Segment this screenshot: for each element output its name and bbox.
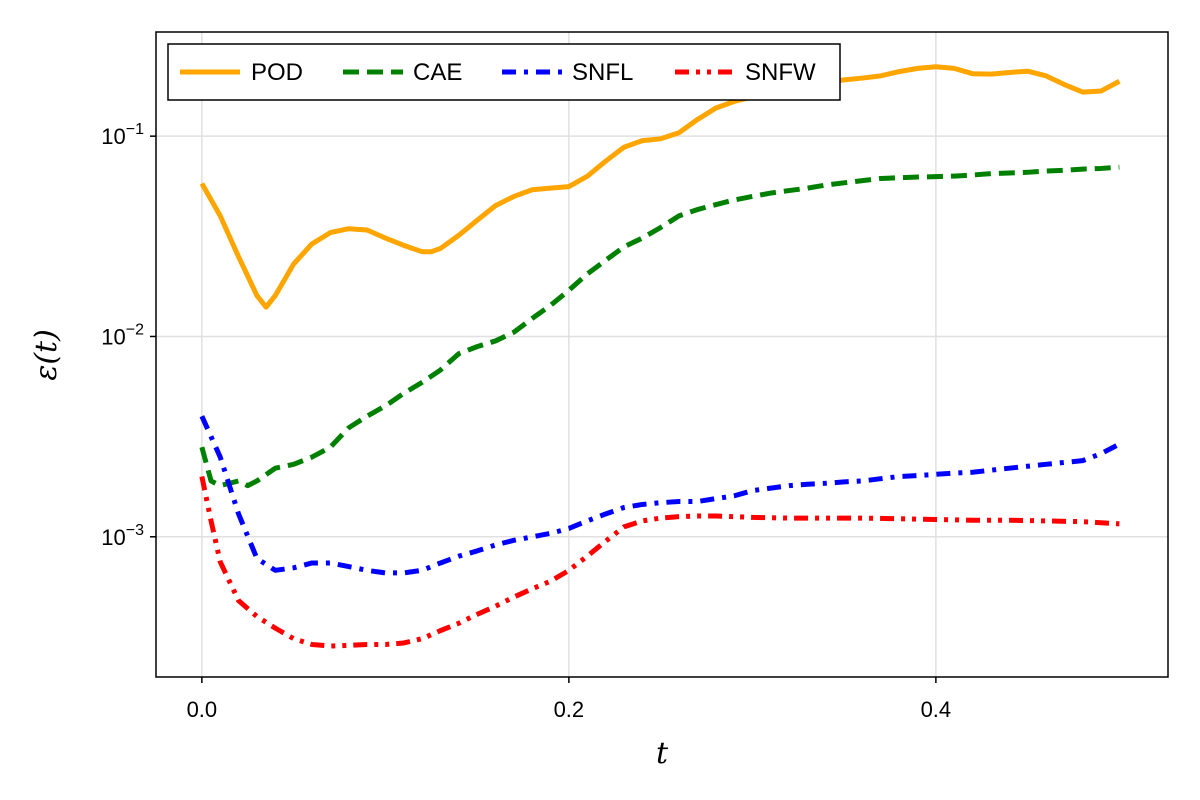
series-line-pod xyxy=(199,64,1121,310)
series-line-cae xyxy=(199,164,1120,489)
x-tick-label: 0.2 xyxy=(554,697,585,722)
y-tick-label: 10−2 xyxy=(101,321,144,349)
x-tick-label: 0.0 xyxy=(187,697,218,722)
series-layer xyxy=(199,64,1121,649)
y-axis-label: ε(t) xyxy=(29,329,64,381)
legend-label-cae: CAE xyxy=(413,59,462,86)
y-axis-ticks: 10−3 10−2 10−1 xyxy=(101,121,156,550)
x-tick-label: 0.4 xyxy=(921,697,952,722)
plot-frame xyxy=(155,31,1169,678)
y-tick-label: 10−1 xyxy=(101,121,144,149)
gridlines xyxy=(156,32,1168,677)
y-tick-label: 10−3 xyxy=(101,522,144,550)
legend-label-snfw: SNFW xyxy=(745,59,816,86)
series-line-snfw xyxy=(199,475,1120,649)
legend: POD CAE SNFL SNFW xyxy=(167,43,841,101)
legend-label-snfl: SNFL xyxy=(572,59,633,86)
x-axis-label: t xyxy=(656,736,669,771)
legend-label-pod: POD xyxy=(251,59,303,86)
x-axis-ticks: 0.0 0.2 0.4 xyxy=(187,677,952,722)
